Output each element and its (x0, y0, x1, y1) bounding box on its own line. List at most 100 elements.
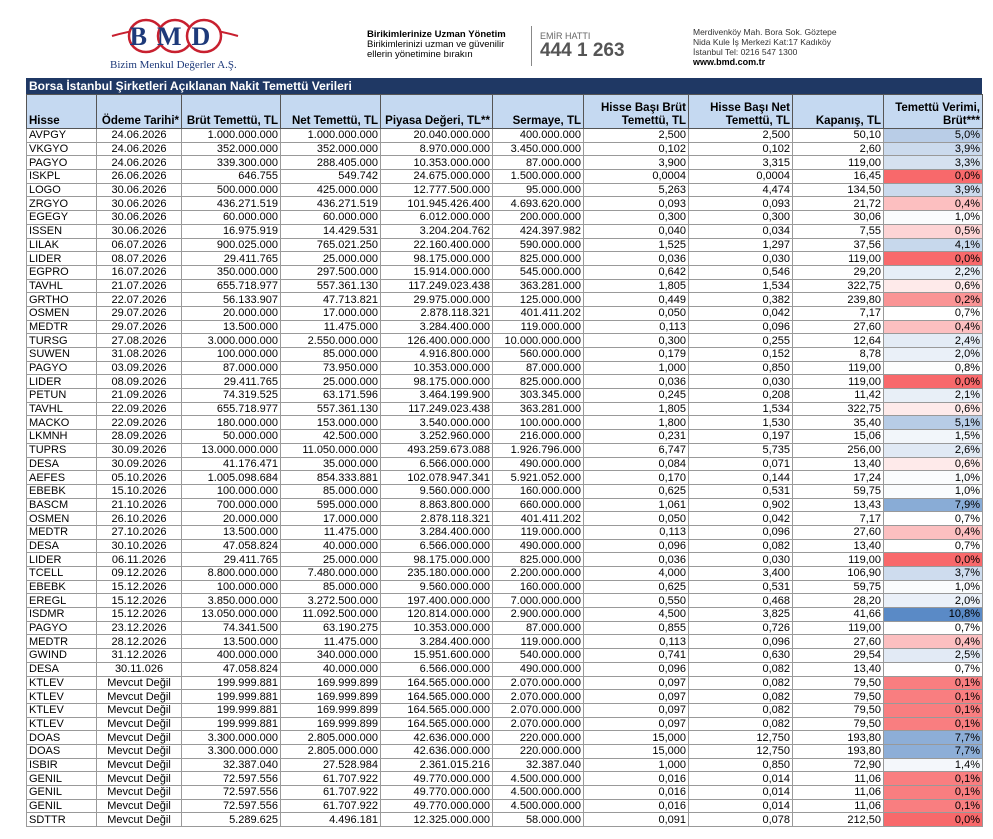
table-cell: 49.770.000.000 (380, 798, 493, 814)
table-cell: 30.10.2026 (96, 538, 182, 554)
table-cell: 13.500.000 (181, 524, 281, 540)
table-cell: 117.249.023.438 (380, 278, 493, 294)
table-cell: 20.000.000 (181, 305, 281, 321)
table-cell: 352.000.000 (280, 141, 381, 157)
website: www.bmd.com.tr (693, 57, 766, 67)
yield-cell: 2,4% (883, 333, 983, 348)
table-cell: 350.000.000 (181, 264, 281, 280)
table-cell: 12.777.500.000 (380, 182, 493, 198)
column-header: Hisse Başı Net Temettü, TL (688, 94, 793, 129)
table-cell: 322,75 (792, 401, 884, 417)
table-cell: 0,030 (688, 374, 793, 390)
table-cell: 23.12.2026 (96, 620, 182, 636)
yield-cell: 0,4% (883, 196, 983, 212)
table-cell: 200.000.000 (492, 210, 584, 225)
table-cell: 125.000.000 (492, 292, 584, 307)
table-cell: 9.560.000.000 (380, 579, 493, 595)
table-cell: 05.10.2026 (96, 470, 182, 485)
table-cell: 25.000.000 (280, 552, 381, 567)
table-cell: 0,550 (583, 593, 689, 609)
ticker: GENIL (26, 785, 97, 800)
table-cell: 5,735 (688, 442, 793, 458)
table-cell: 15.10.2026 (96, 483, 182, 499)
table-cell: 0,850 (688, 757, 793, 773)
table-cell: 79,50 (792, 675, 884, 691)
yield-cell: 2,1% (883, 388, 983, 403)
table-cell: 27,60 (792, 524, 884, 540)
table-row: ISBIR Mevcut Değil 32.387.040 27.528.984 2.3… (26, 757, 983, 773)
table-cell: 549.742 (280, 169, 381, 184)
table-cell: 0,093 (583, 196, 689, 212)
table-cell: 180.000.000 (181, 415, 281, 431)
yield-cell: 0,6% (883, 401, 983, 417)
table-cell: 50,10 (792, 128, 884, 143)
table-cell: 0,102 (583, 141, 689, 157)
table-cell: Mevcut Değil (96, 716, 182, 732)
table-cell: 0,300 (688, 210, 793, 225)
table-cell: 119,00 (792, 155, 884, 171)
table-cell: 29.411.765 (181, 251, 281, 266)
table-cell: 11.050.000.000 (280, 442, 381, 458)
table-cell: 16,45 (792, 169, 884, 184)
table-row: PAGYO 23.12.2026 74.341.500 63.190.275 10.35… (26, 620, 983, 636)
table-cell: 29.411.765 (181, 552, 281, 567)
table-cell: 100.000.000 (181, 347, 281, 362)
table-row: LIDER 08.09.2026 29.411.765 25.000.000 98.17… (26, 374, 983, 390)
yield-cell: 1,0% (883, 483, 983, 499)
table-cell: 3,400 (688, 566, 793, 581)
table-cell: 21.07.2026 (96, 278, 182, 294)
address: Merdivenköy Mah. Bora Sok. Göztepe (693, 27, 837, 37)
ticker: LKMNH (26, 429, 97, 444)
table-row: KTLEV Mevcut Değil 199.999.881 169.999.899 1… (26, 675, 983, 691)
table-cell: 363.281.000 (492, 278, 584, 294)
table-cell: 61.707.922 (280, 785, 381, 800)
ticker: LILAK (26, 237, 97, 253)
table-cell: 15.914.000.000 (380, 264, 493, 280)
table-cell: 0,382 (688, 292, 793, 307)
table-cell: 1,534 (688, 278, 793, 294)
table-cell: 5.921.052.000 (492, 470, 584, 485)
table-cell: 09.12.2026 (96, 566, 182, 581)
table-cell: 0,300 (583, 210, 689, 225)
table-cell: 98.175.000.000 (380, 552, 493, 567)
yield-cell: 3,3% (883, 155, 983, 171)
table-row: DOAS Mevcut Değil 3.300.000.000 2.805.000.0… (26, 730, 983, 745)
table-cell: 0,084 (583, 456, 689, 472)
table-cell: 42.636.000.000 (380, 730, 493, 745)
table-cell: 22.07.2026 (96, 292, 182, 307)
table-cell: 545.000.000 (492, 264, 584, 280)
table-cell: Mevcut Değil (96, 812, 182, 828)
yield-cell: 0,8% (883, 360, 983, 376)
ticker: ISKPL (26, 169, 97, 184)
table-row: TAVHL 21.07.2026 655.718.977 557.361.130 117… (26, 278, 983, 294)
column-header: Brüt Temettü, TL (181, 94, 281, 129)
yield-cell: 2,0% (883, 347, 983, 362)
table-cell: 3.850.000.000 (181, 593, 281, 609)
table-cell: 98.175.000.000 (380, 251, 493, 266)
table-cell: 32.387.040 (492, 757, 584, 773)
table-cell: 59,75 (792, 483, 884, 499)
table-cell: 3.272.500.000 (280, 593, 381, 609)
table-cell: 2.070.000.000 (492, 716, 584, 732)
table-cell: 63.171.596 (280, 388, 381, 403)
dividend-table: Hisse Ödeme Tarihi* Brüt Temettü, TL Net Te… (26, 94, 983, 828)
table-cell: 87.000.000 (492, 155, 584, 171)
table-cell: 87.000.000 (492, 360, 584, 376)
yield-cell: 0,1% (883, 702, 983, 718)
table-cell: 352.000.000 (181, 141, 281, 157)
yield-cell: 0,1% (883, 785, 983, 800)
table-cell: 0,014 (688, 798, 793, 814)
table-cell: 31.12.2026 (96, 648, 182, 663)
ticker: DOAS (26, 743, 97, 759)
yield-cell: 0,6% (883, 456, 983, 472)
table-cell: 169.999.899 (280, 675, 381, 691)
table-row: TCELL 09.12.2026 8.800.000.000 7.480.000.00… (26, 566, 983, 581)
table-row: OSMEN 29.07.2026 20.000.000 17.000.000 2.878… (26, 305, 983, 321)
yield-cell: 2,6% (883, 442, 983, 458)
table-cell: 3.252.960.000 (380, 429, 493, 444)
table-cell: 2.805.000.000 (280, 743, 381, 759)
table-cell: 119.000.000 (492, 524, 584, 540)
table-row: TURSG 27.08.2026 3.000.000.000 2.550.000.00… (26, 333, 983, 348)
table-cell: 10.353.000.000 (380, 620, 493, 636)
table-cell: 10.353.000.000 (380, 360, 493, 376)
